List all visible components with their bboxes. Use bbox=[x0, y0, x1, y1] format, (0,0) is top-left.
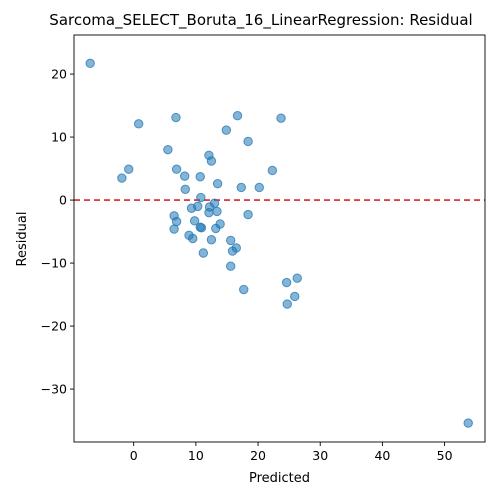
scatter-point bbox=[198, 248, 209, 258]
scatter-point bbox=[171, 164, 182, 174]
scatter-point bbox=[196, 192, 206, 203]
chart-title: Sarcoma_SELECT_Boruta_16_LinearRegressio… bbox=[49, 11, 472, 30]
y-tick-label: 10 bbox=[51, 130, 67, 145]
x-tick-label: 30 bbox=[312, 448, 328, 463]
scatter-point bbox=[463, 418, 473, 428]
y-tick-label: 20 bbox=[51, 67, 67, 82]
scatter-point bbox=[117, 173, 127, 183]
scatter-point bbox=[212, 178, 223, 189]
scatter-point bbox=[243, 209, 253, 220]
plot-frame bbox=[73, 34, 486, 443]
scatter-point bbox=[212, 206, 222, 217]
scatter-point bbox=[195, 172, 205, 182]
y-tick-label: 0 bbox=[59, 193, 67, 208]
scatter-point bbox=[276, 113, 286, 123]
scatter-point bbox=[281, 277, 292, 288]
x-axis-label: Predicted bbox=[249, 471, 310, 486]
scatter-point bbox=[236, 182, 246, 193]
scatter-point bbox=[254, 182, 264, 193]
scatter-point bbox=[267, 165, 278, 176]
scatter-point bbox=[180, 184, 190, 195]
x-tick-label: 50 bbox=[437, 448, 453, 463]
scatter-point bbox=[189, 216, 200, 226]
scatter-point bbox=[206, 156, 217, 166]
scatter-point bbox=[163, 144, 173, 155]
y-tick-label: −10 bbox=[41, 256, 67, 271]
x-tick-label: 40 bbox=[374, 448, 390, 463]
scatter-point bbox=[169, 224, 179, 234]
scatter-point bbox=[188, 233, 198, 244]
scatter-point bbox=[204, 207, 214, 218]
scatter-point bbox=[232, 110, 243, 121]
scatter-point bbox=[239, 284, 249, 295]
scatter-point bbox=[221, 125, 232, 135]
x-tick-label: 0 bbox=[130, 448, 138, 463]
y-tick-label: −30 bbox=[41, 382, 67, 397]
scatter-point bbox=[225, 235, 236, 246]
scatter-point bbox=[85, 58, 95, 69]
axes-ticks: 0 10 20 30 40 50 −30 −20 −10 0 10 20 bbox=[41, 67, 453, 463]
scatter-point bbox=[179, 171, 190, 181]
scatter-point bbox=[171, 112, 181, 123]
scatter-point bbox=[206, 235, 217, 245]
scatter-point bbox=[196, 223, 207, 233]
data-points bbox=[85, 58, 473, 428]
y-tick-label: −20 bbox=[41, 319, 67, 334]
scatter-point bbox=[225, 261, 236, 271]
scatter-point bbox=[243, 136, 253, 147]
scatter-point bbox=[227, 246, 238, 256]
scatter-point bbox=[290, 291, 300, 302]
scatter-point bbox=[133, 119, 144, 129]
scatter-point bbox=[186, 203, 197, 213]
x-tick-label: 10 bbox=[188, 448, 204, 463]
y-axis-label: Residual bbox=[15, 212, 30, 267]
scatter-point bbox=[124, 164, 134, 174]
scatter-point bbox=[282, 299, 292, 309]
scatter-point bbox=[211, 223, 221, 234]
scatter-point bbox=[292, 273, 302, 283]
x-tick-label: 20 bbox=[250, 448, 266, 463]
